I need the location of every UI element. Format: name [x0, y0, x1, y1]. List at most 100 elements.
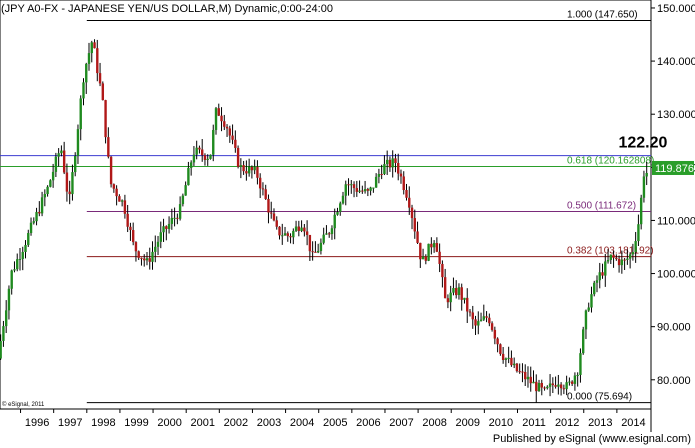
candle-body — [595, 280, 599, 283]
candle-body — [474, 319, 477, 326]
candle-body — [239, 165, 243, 167]
candle-body — [606, 259, 610, 262]
candle-body — [557, 384, 560, 387]
candle-body — [645, 172, 648, 177]
candle-body — [532, 381, 535, 384]
x-tick-label: 2009 — [456, 417, 480, 429]
x-tick-label: 2002 — [224, 417, 248, 429]
candle-body — [234, 139, 237, 148]
candle-body — [374, 176, 378, 188]
candle-body — [87, 53, 91, 64]
candle-body — [347, 184, 350, 186]
candle-body — [424, 256, 428, 261]
candle-body — [408, 197, 411, 208]
candle-body — [623, 259, 626, 261]
fib-level-label: 0.500 (111.672) — [567, 201, 636, 212]
candle-body — [460, 287, 463, 300]
candle-body — [308, 234, 312, 252]
candle-body — [570, 381, 574, 384]
candle-body — [115, 188, 118, 197]
candle-body — [253, 166, 256, 171]
candle-body — [316, 250, 320, 253]
watermark: © eSignal, 2011 — [2, 401, 45, 408]
candle-body — [189, 162, 193, 168]
candle-body — [10, 270, 13, 289]
y-tick-label: 150.000 — [657, 3, 695, 15]
candle-body — [399, 173, 403, 177]
candle-body — [477, 321, 480, 326]
candle-body — [626, 258, 629, 260]
candle-body — [430, 243, 433, 248]
candle-body — [344, 184, 347, 196]
candle-body — [609, 254, 613, 260]
candle-body — [639, 197, 643, 225]
candle-body — [231, 135, 234, 140]
candle-body — [220, 115, 223, 122]
candle-body — [272, 213, 276, 221]
candle-body — [140, 257, 143, 259]
candle-body — [156, 241, 160, 247]
candle-body — [245, 171, 248, 174]
candle-body — [2, 326, 5, 341]
x-tick-label: 2011 — [522, 417, 546, 429]
x-tick-label: 2005 — [323, 417, 347, 429]
candle-body — [581, 329, 585, 354]
candle-body — [162, 226, 165, 233]
candle-body — [405, 190, 408, 198]
candle-body — [107, 137, 110, 157]
candle-body — [85, 63, 88, 83]
candle-body — [225, 126, 229, 129]
candle-body — [24, 244, 27, 252]
candle-body — [358, 190, 361, 192]
fib-level-label: 0.618 (120.162808) — [567, 155, 654, 166]
candle-body — [590, 294, 593, 308]
candle-body — [173, 217, 176, 219]
candle-body — [394, 158, 397, 164]
candle-body — [355, 188, 359, 192]
candle-body — [341, 195, 345, 204]
y-tick-label: 130.000 — [657, 109, 695, 121]
candle-body — [29, 222, 33, 234]
candle-body — [333, 214, 336, 229]
candle-body — [634, 241, 637, 253]
candle-body — [537, 382, 541, 392]
candle-body — [137, 251, 140, 258]
x-tick-label: 1996 — [25, 417, 49, 429]
y-tick-label: 110.000 — [657, 215, 695, 227]
candle-body — [98, 73, 102, 84]
x-tick-label: 2013 — [588, 417, 612, 429]
candle-body — [74, 155, 77, 173]
candle-body — [385, 159, 389, 165]
candle-body — [151, 251, 154, 262]
candle-body — [559, 384, 563, 389]
candle-body — [350, 184, 353, 186]
x-tick-label: 2014 — [621, 417, 645, 429]
candle-body — [363, 189, 367, 192]
candle-body — [32, 221, 35, 223]
candle-body — [101, 83, 105, 101]
candle-body — [419, 242, 422, 260]
candle-body — [250, 166, 254, 171]
candle-body — [129, 226, 132, 231]
candle-body — [562, 388, 566, 390]
candle-body — [565, 382, 568, 390]
candle-body — [521, 371, 524, 373]
candle-body — [228, 128, 232, 136]
candle-body — [352, 184, 356, 189]
candle-body — [192, 154, 196, 163]
candle-body — [65, 172, 69, 192]
candle-body — [598, 272, 601, 281]
candle-body — [209, 154, 212, 159]
candlestick-series — [0, 39, 648, 403]
y-tick-label: 100.000 — [657, 269, 695, 281]
candle-body — [540, 382, 543, 388]
candle-body — [524, 371, 527, 380]
x-tick-label: 2012 — [555, 417, 579, 429]
candle-body — [90, 42, 93, 54]
chart-title: (JPY A0-FX - JAPANESE YEN/US DOLLAR,M) D… — [1, 3, 333, 15]
x-tick-label: 2007 — [389, 417, 413, 429]
candle-body — [0, 340, 2, 359]
candle-body — [612, 254, 615, 258]
fibonacci-levels: 1.000 (147.650) 0.618 (120.162808) 0.500 (… — [0, 9, 654, 404]
candle-body — [397, 163, 400, 174]
